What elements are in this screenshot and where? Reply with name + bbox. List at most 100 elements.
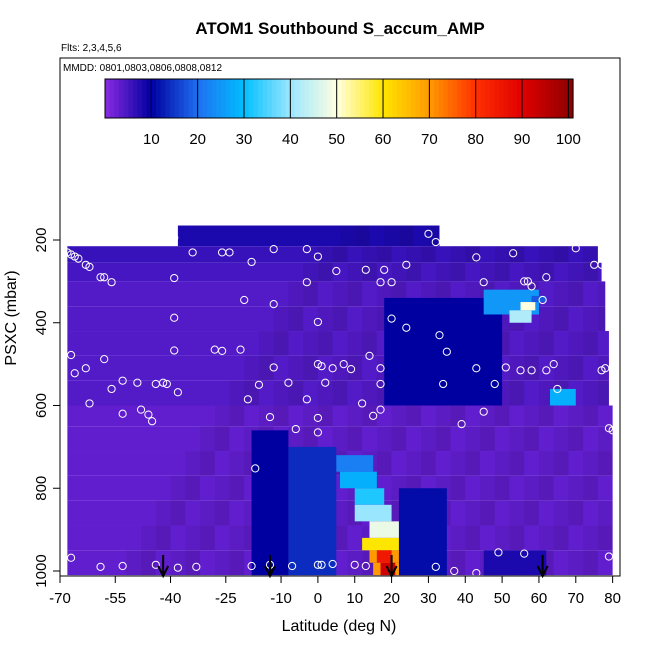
heatmap-cell — [229, 356, 244, 381]
heatmap-cell — [421, 426, 436, 452]
heatmap-cell — [583, 281, 598, 306]
colorbar-swatch — [160, 79, 166, 118]
heatmap-cell — [539, 281, 554, 306]
heatmap-cell — [185, 550, 200, 576]
heatmap-cell — [258, 355, 274, 381]
heatmap-cell — [414, 226, 429, 247]
heatmap-cell — [215, 525, 230, 550]
heatmap-cell — [369, 226, 384, 247]
heatmap-cell — [259, 281, 274, 306]
heatmap-cell — [244, 380, 259, 406]
sample-point — [358, 399, 367, 408]
heatmap-patch-7 — [288, 446, 337, 576]
sample-point — [159, 378, 168, 387]
colorbar-swatch — [155, 79, 162, 118]
heatmap-cell — [583, 501, 598, 526]
heatmap-cell — [598, 476, 613, 501]
heatmap-cell — [509, 406, 524, 427]
heatmap-cell — [303, 331, 318, 356]
heatmap-cell — [259, 263, 274, 282]
heatmap-cell — [259, 381, 274, 406]
heatmap-cell — [597, 525, 613, 551]
heatmap-cell — [450, 475, 466, 501]
heatmap-cell — [229, 550, 245, 576]
sample-point — [350, 560, 359, 569]
heatmap-cell — [597, 306, 606, 332]
heatmap-cell — [288, 281, 304, 307]
heatmap-cell — [421, 406, 436, 427]
sample-point — [288, 561, 297, 571]
x-axis-label: Latitude (deg N) — [282, 618, 397, 635]
heatmap-cell — [112, 331, 127, 356]
heatmap-cell — [229, 331, 244, 356]
heatmap-patch-10 — [354, 488, 385, 505]
x-tick-label: 60 — [531, 590, 548, 607]
heatmap-cell — [333, 331, 348, 356]
heatmap-cell — [97, 550, 112, 575]
colorbar-swatch — [179, 79, 185, 118]
sample-point — [361, 561, 370, 571]
heatmap-cell — [568, 246, 583, 263]
sample-point — [538, 295, 547, 305]
heatmap-cell — [568, 405, 584, 427]
heatmap-cell — [554, 550, 569, 575]
heatmap-cell — [465, 246, 480, 263]
sample-point — [328, 559, 337, 569]
heatmap-cell — [347, 246, 362, 263]
colorbar-swatch — [267, 79, 273, 118]
colorbar-swatch — [281, 79, 287, 118]
colorbar-swatch — [313, 79, 319, 118]
sample-point — [96, 273, 105, 282]
heatmap-cell — [392, 246, 407, 263]
heatmap-cell — [524, 426, 539, 452]
heatmap-cell — [185, 475, 200, 501]
heatmap-row-7 — [67, 380, 609, 406]
heatmap-cell — [451, 501, 466, 526]
colorbar-swatch — [234, 79, 240, 118]
heatmap-cell — [112, 451, 127, 476]
colorbar-swatch — [304, 79, 310, 118]
heatmap-cell — [171, 356, 186, 381]
heatmap-cell — [185, 406, 200, 427]
heatmap-cell — [303, 262, 318, 282]
heatmap-row-0 — [177, 225, 440, 247]
sample-point — [442, 347, 451, 356]
heatmap-cell — [141, 426, 156, 451]
heatmap-cell — [67, 476, 82, 501]
heatmap-cell — [436, 451, 451, 476]
heatmap-cell — [200, 500, 215, 526]
heatmap-cell — [112, 306, 127, 331]
heatmap-cell — [465, 476, 480, 501]
heatmap-cell — [252, 226, 267, 247]
heatmap-cell — [494, 525, 510, 551]
sample-point — [321, 378, 330, 387]
sample-point — [431, 237, 440, 247]
heatmap-cell — [598, 406, 613, 427]
colorbar-swatch — [443, 79, 449, 118]
y-tick-label: 200 — [33, 227, 50, 252]
sample-point — [81, 364, 90, 373]
heatmap-cell — [524, 355, 539, 381]
heatmap-cell — [317, 246, 333, 263]
heatmap-cell — [141, 381, 156, 406]
heatmap-cell — [200, 525, 215, 551]
sample-point — [118, 376, 127, 385]
heatmap-cell — [524, 262, 539, 282]
heatmap-cell — [568, 451, 583, 476]
sample-point — [387, 314, 396, 323]
heatmap-cell — [553, 500, 569, 526]
sample-point — [254, 380, 264, 389]
sample-point — [365, 351, 374, 360]
colorbar-swatch — [559, 79, 565, 118]
heatmap-cell — [67, 281, 82, 306]
heatmap-cell — [538, 306, 554, 332]
sample-point — [107, 384, 116, 394]
colorbar-swatch — [373, 79, 379, 118]
y-tick-label: 400 — [33, 310, 50, 335]
sample-point — [376, 364, 385, 373]
sample-point — [170, 346, 179, 355]
heatmap-cell — [214, 405, 230, 427]
heatmap-cell — [450, 246, 466, 263]
heatmap-cell — [524, 246, 539, 263]
